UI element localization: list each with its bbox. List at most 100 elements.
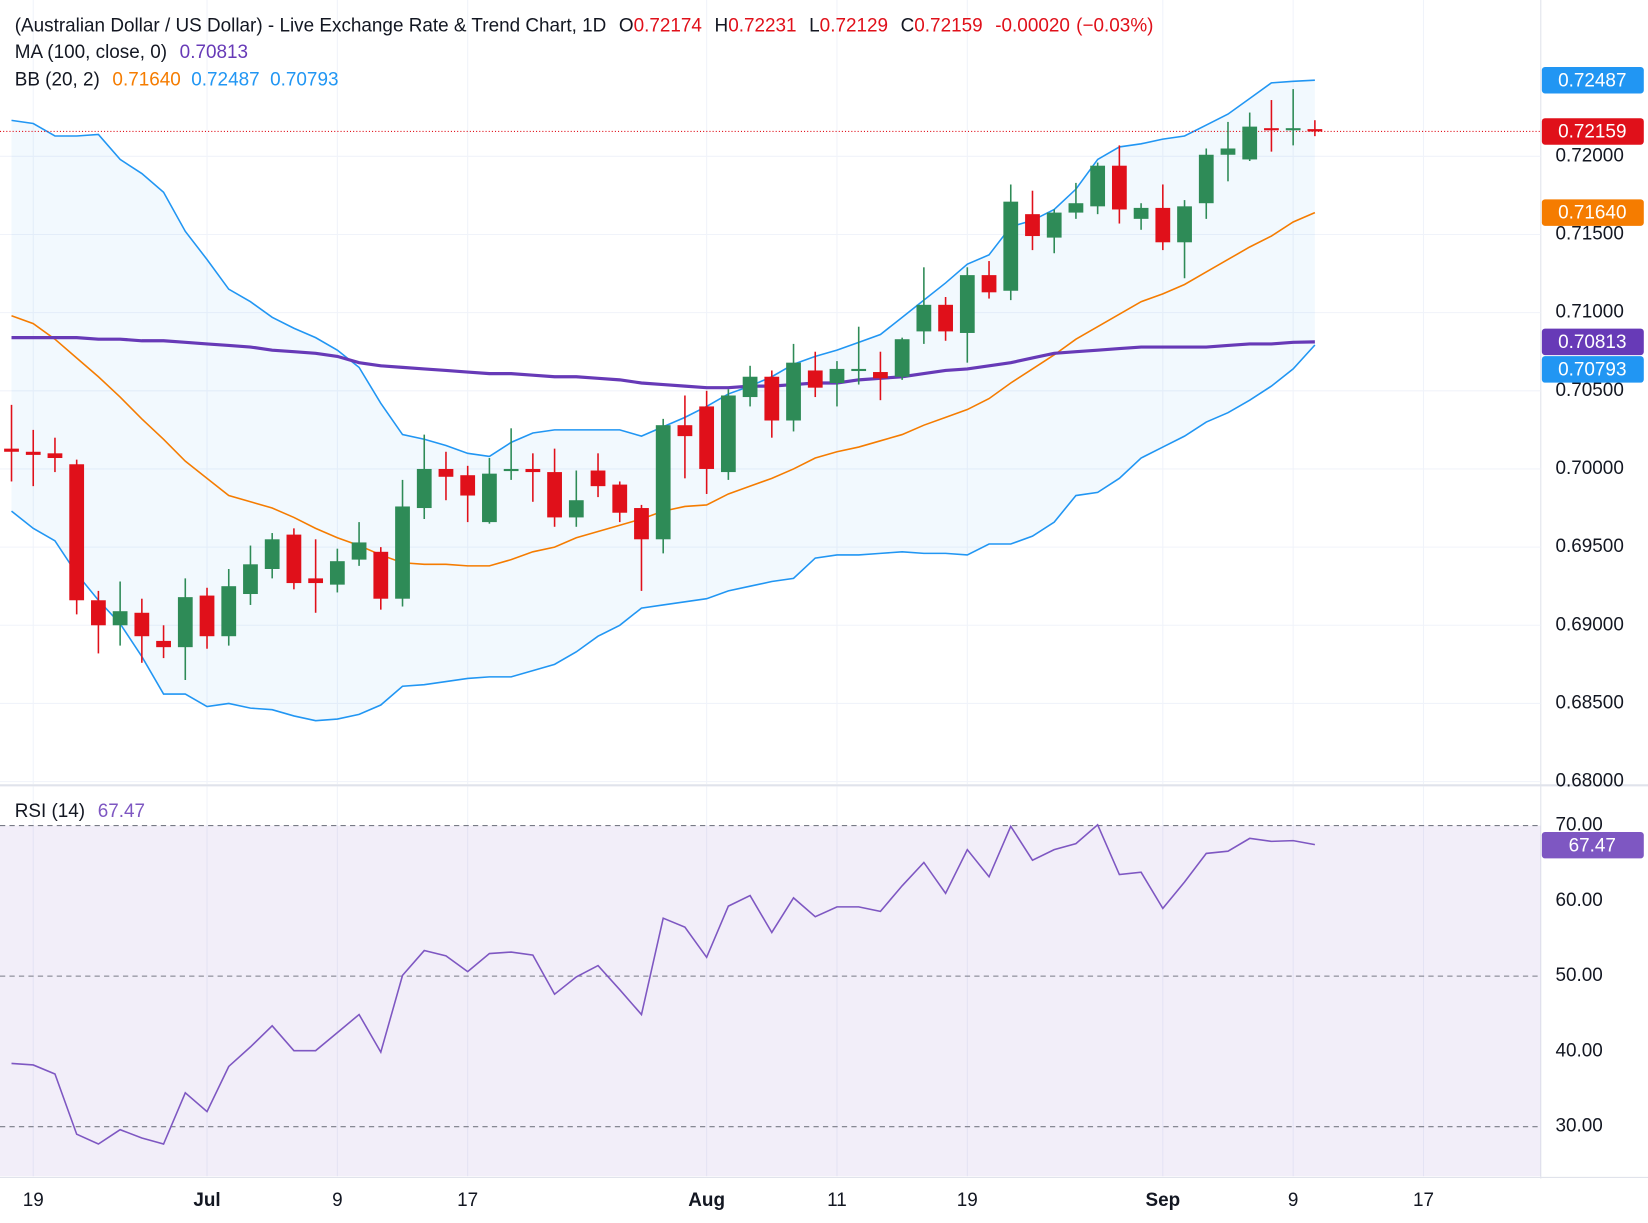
header-text: RSI (14)	[15, 801, 85, 822]
x-tick-label: Sep	[1145, 1190, 1180, 1211]
y-tick-label: 0.70500	[1556, 380, 1624, 401]
x-tick-label: 17	[457, 1190, 478, 1211]
price-tag	[1541, 328, 1644, 356]
candle-body	[329, 561, 345, 585]
header-text: 0.72487	[191, 70, 259, 91]
candle-body	[547, 472, 562, 518]
y-tick-label: 70.00	[1556, 815, 1603, 836]
price-tag	[1541, 831, 1644, 859]
price-tag-label: 0.70793	[1558, 359, 1626, 380]
candle-body	[395, 506, 410, 599]
candle-body	[1177, 206, 1192, 243]
candle-body	[1155, 207, 1171, 243]
candle-body	[829, 368, 845, 383]
price-tag-label: 0.71640	[1558, 203, 1626, 224]
candle-body	[612, 484, 628, 513]
candle-body	[677, 425, 693, 437]
y-tick-label: 40.00	[1556, 1040, 1603, 1061]
header-text: C	[901, 15, 915, 36]
y-tick-label: 0.72000	[1556, 145, 1624, 166]
candle-body	[807, 370, 823, 388]
candle-body	[482, 473, 497, 523]
candle-body	[1003, 201, 1019, 291]
header-text: 0.71640	[112, 70, 180, 91]
x-tick-label: 17	[1413, 1190, 1434, 1211]
candle-body	[503, 468, 519, 472]
candle-body	[308, 578, 324, 584]
x-tick-label: 19	[957, 1190, 978, 1211]
header-text: (−0.03%)	[1076, 15, 1153, 36]
candle-body	[959, 275, 975, 333]
price-tag	[1541, 66, 1644, 94]
candle-body	[1307, 129, 1323, 132]
candle-body	[460, 475, 476, 496]
y-tick-label: 0.71000	[1556, 302, 1624, 323]
header-text: 67.47	[98, 801, 145, 822]
y-tick-label: 0.71500	[1556, 223, 1624, 244]
y-tick-label: 60.00	[1556, 890, 1603, 911]
candle-body	[1220, 148, 1236, 155]
rsi-band	[0, 825, 1541, 1177]
candle-body	[416, 468, 432, 509]
x-tick-label: 11	[827, 1190, 847, 1211]
price-tag-label: 0.72159	[1558, 121, 1626, 142]
candle-body	[221, 586, 237, 637]
candle-body	[655, 425, 671, 540]
header-text: 0.72231	[728, 15, 796, 36]
header-text: L	[809, 15, 820, 36]
candle-body	[286, 534, 302, 584]
price-tag-label: 0.72487	[1558, 70, 1626, 91]
header-text: 0.72159	[914, 15, 982, 36]
candle-body	[1242, 126, 1258, 160]
candle-body	[69, 464, 85, 601]
candle-body	[243, 564, 258, 595]
candle-body	[916, 304, 932, 332]
candle-body	[199, 595, 215, 637]
price-tag	[1541, 356, 1644, 383]
header-text: 0.72174	[634, 15, 702, 36]
header-text: 0.70813	[180, 42, 248, 63]
candle-body	[156, 640, 171, 648]
candle-body	[1090, 165, 1106, 207]
y-tick-label: 0.69500	[1556, 536, 1624, 557]
candle-body	[134, 612, 150, 637]
candle-body	[351, 542, 367, 560]
candle-body	[894, 339, 910, 377]
candle-body	[264, 539, 280, 570]
price-tag	[1541, 118, 1644, 145]
candle-body	[938, 304, 953, 332]
rsi-line	[11, 823, 1316, 1145]
candle-body	[177, 597, 193, 648]
header-rsi: RSI (14) 67.47	[15, 801, 145, 822]
candle-body	[764, 376, 780, 421]
x-tick-label: Aug	[688, 1190, 725, 1211]
candle-body	[47, 453, 63, 459]
y-tick-label: 50.00	[1556, 965, 1603, 986]
x-tick-label: 9	[332, 1190, 343, 1211]
candle-body	[1285, 128, 1301, 131]
candle-body	[981, 275, 997, 293]
candle-body	[438, 468, 454, 477]
candle-body	[568, 500, 584, 518]
candle-body	[590, 470, 606, 487]
candle-body	[1046, 212, 1062, 238]
header-text: 0.72129	[820, 15, 888, 36]
x-tick-label: 19	[23, 1190, 44, 1211]
price-tag-label: 0.70813	[1558, 332, 1626, 353]
candle-body	[25, 451, 41, 455]
moving-average	[11, 336, 1315, 390]
main-pane	[0, 0, 1541, 785]
candle-body	[742, 376, 758, 398]
candle-body	[1264, 128, 1279, 131]
bollinger-lower	[11, 344, 1316, 722]
rsi-pane	[0, 786, 1541, 1177]
candle-body	[699, 406, 715, 469]
candle-body	[851, 368, 867, 372]
y-tick-label: 0.69000	[1556, 614, 1624, 635]
header-ohlc: (Australian Dollar / US Dollar) - Live E…	[15, 15, 1154, 36]
candle-body	[373, 551, 389, 599]
y-tick-label: 30.00	[1556, 1116, 1603, 1137]
y-tick-label: 0.68500	[1556, 692, 1624, 713]
